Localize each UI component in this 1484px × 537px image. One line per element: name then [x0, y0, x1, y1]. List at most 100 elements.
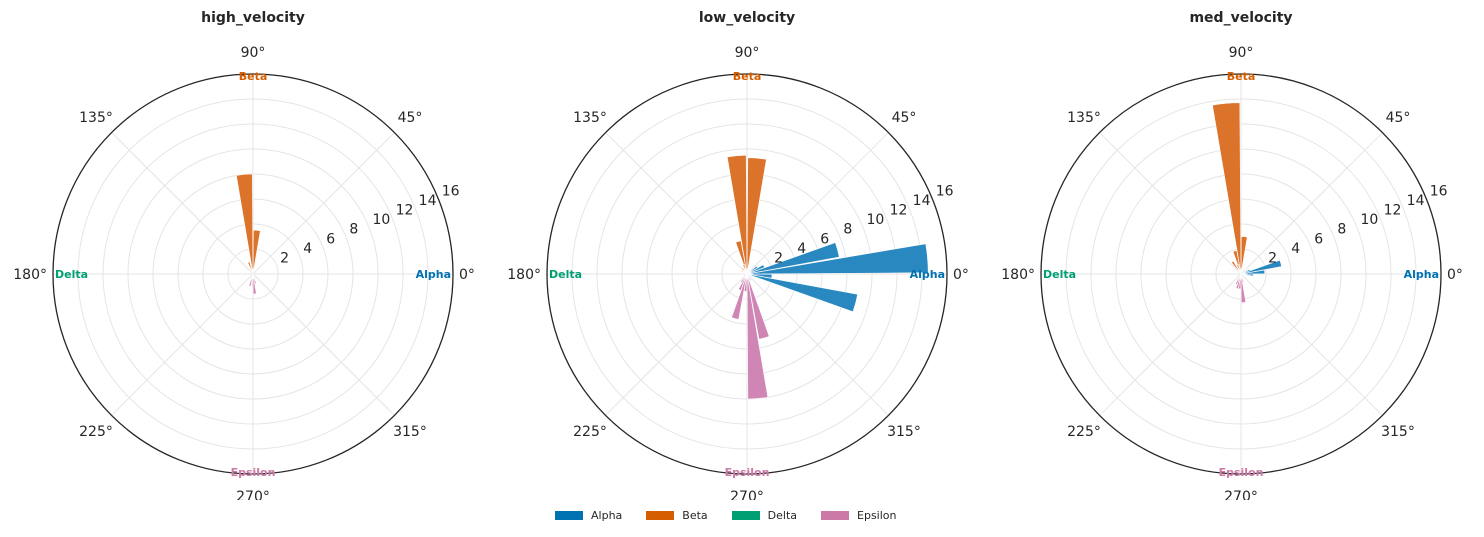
bar-epsilon: [731, 273, 748, 320]
r-tick-label: 16: [936, 183, 954, 199]
angle-tick-label: 45°: [398, 110, 423, 126]
chart-title: low_velocity: [699, 10, 795, 26]
r-tick-label: 14: [913, 193, 931, 209]
r-tick-label: 8: [1337, 222, 1346, 238]
bar-beta: [235, 173, 254, 275]
category-label-epsilon: Epsilon: [725, 466, 770, 479]
grid-spoke: [111, 273, 254, 416]
bar-beta: [252, 229, 261, 275]
grid-spoke: [605, 132, 748, 275]
grid-spoke: [252, 273, 395, 416]
angle-tick-label: 180°: [507, 267, 541, 283]
legend-label-alpha: Alpha: [591, 508, 623, 522]
r-tick-label: 10: [1360, 212, 1378, 228]
r-tick-label: 6: [820, 231, 829, 247]
angle-tick-label: 315°: [393, 424, 427, 440]
angle-tick-label: 225°: [573, 424, 607, 440]
category-label-beta: Beta: [239, 70, 268, 83]
angle-tick-label: 225°: [1067, 424, 1101, 440]
grid-spoke: [252, 132, 395, 275]
angle-tick-label: 0°: [459, 267, 475, 283]
angle-tick-label: 180°: [13, 267, 47, 283]
grid-spoke: [111, 132, 254, 275]
legend: Alpha Beta Delta Epsilon: [555, 505, 935, 525]
grid-spoke: [1240, 273, 1383, 416]
bar-alpha: [746, 243, 929, 275]
legend-label-delta: Delta: [767, 508, 798, 522]
bar-beta: [746, 157, 767, 275]
grid-spoke: [605, 273, 748, 416]
angle-tick-label: 0°: [953, 267, 969, 283]
r-tick-label: 8: [349, 222, 358, 238]
angle-tick-label: 135°: [1067, 110, 1101, 126]
r-tick-label: 6: [1314, 231, 1323, 247]
bar-beta: [742, 263, 748, 275]
angle-tick-label: 315°: [1381, 424, 1415, 440]
angle-tick-label: 90°: [1229, 45, 1254, 61]
outer-ring: [52, 73, 454, 475]
angle-tick-label: 270°: [236, 489, 270, 500]
angle-tick-label: 270°: [730, 489, 764, 500]
grid-spoke: [746, 273, 889, 416]
category-label-beta: Beta: [1227, 70, 1256, 83]
r-tick-label: 12: [396, 203, 414, 219]
r-tick-label: 10: [866, 212, 884, 228]
bar-epsilon: [252, 273, 257, 285]
legend-item-delta: Delta: [731, 508, 798, 522]
bar-epsilon: [1240, 273, 1245, 283]
category-label-delta: Delta: [549, 268, 582, 281]
bar-beta: [1212, 102, 1242, 275]
category-label-delta: Delta: [1043, 268, 1076, 281]
angle-tick-label: 0°: [1447, 267, 1463, 283]
legend-item-alpha: Alpha: [555, 509, 622, 522]
bar-epsilon: [746, 273, 769, 400]
bar-beta: [247, 261, 254, 275]
category-label-epsilon: Epsilon: [231, 466, 276, 479]
r-tick-label: 2: [774, 250, 783, 266]
r-tick-label: 4: [1291, 241, 1300, 257]
angle-tick-label: 315°: [887, 424, 921, 440]
bar-epsilon: [746, 273, 752, 282]
grid-spoke: [1240, 132, 1383, 275]
legend-item-beta: Beta: [646, 508, 708, 522]
r-tick-label: 16: [1430, 183, 1448, 199]
angle-tick-label: 90°: [241, 45, 266, 61]
category-label-alpha: Alpha: [910, 268, 945, 281]
category-label-delta: Delta: [55, 268, 88, 281]
legend-swatch-delta: [731, 510, 760, 520]
category-label-alpha: Alpha: [416, 268, 451, 281]
angle-tick-label: 45°: [892, 110, 917, 126]
r-tick-label: 14: [1407, 193, 1425, 209]
category-label-alpha: Alpha: [1404, 268, 1439, 281]
angle-tick-label: 180°: [1001, 267, 1035, 283]
legend-label-epsilon: Epsilon: [857, 508, 897, 522]
bar-beta: [1240, 236, 1248, 275]
r-tick-label: 12: [890, 203, 908, 219]
r-tick-label: 4: [797, 241, 806, 257]
r-tick-label: 2: [280, 250, 289, 266]
bar-alpha: [1240, 259, 1282, 275]
angle-tick-label: 135°: [573, 110, 607, 126]
bar-alpha: [1240, 268, 1251, 275]
bar-epsilon: [248, 273, 254, 287]
bar-beta: [726, 154, 748, 275]
chart-title: med_velocity: [1189, 10, 1292, 26]
chart-title: high_velocity: [201, 10, 305, 26]
polar-charts: high_velocity2468101214160°45°90°135°180…: [13, 10, 1463, 500]
angle-tick-label: 225°: [79, 424, 113, 440]
legend-swatch-beta: [646, 510, 675, 520]
bar-alpha: [746, 242, 840, 275]
bar-beta: [1236, 263, 1242, 275]
r-tick-label: 6: [326, 231, 335, 247]
angle-tick-label: 90°: [735, 45, 760, 61]
category-label-beta: Beta: [733, 70, 762, 83]
r-tick-label: 14: [419, 193, 437, 209]
legend-label-beta: Beta: [682, 508, 708, 522]
legend-swatch-epsilon: [821, 510, 850, 520]
r-tick-label: 8: [843, 222, 852, 238]
grid-spoke: [746, 132, 889, 275]
bar-epsilon: [746, 273, 770, 340]
bar-beta: [740, 270, 748, 275]
angle-tick-label: 135°: [79, 110, 113, 126]
category-label-epsilon: Epsilon: [1219, 466, 1264, 479]
